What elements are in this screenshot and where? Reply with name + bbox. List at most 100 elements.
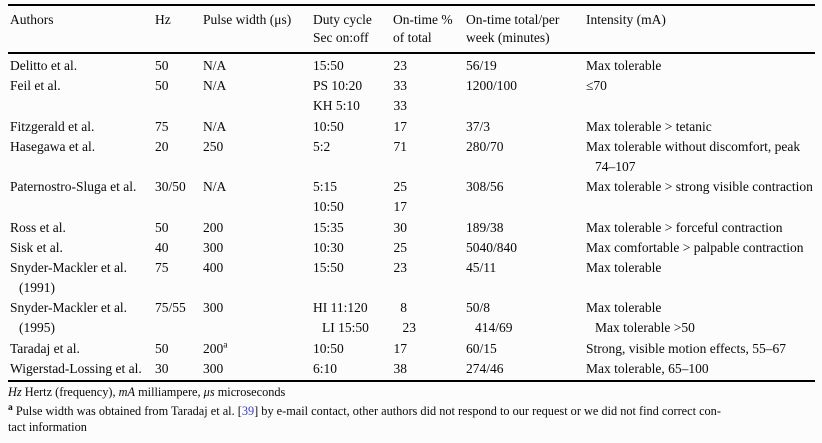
table-row: Fitzgerald et al. 75 N/A 10:50 17 37/3 Max tol… xyxy=(10,117,822,137)
footnote-a-text: Pulse width was obtained from Taradaj et… xyxy=(12,403,242,418)
table-row: 74–107 xyxy=(10,157,822,177)
table-row: (1995) LI 15:50 23 414/69 Max tolerable >50 xyxy=(10,318,822,338)
footnote-a: a Pulse width was obtained from Taradaj … xyxy=(8,403,816,437)
table-cell xyxy=(322,278,402,298)
table-cell: 189/38 xyxy=(466,219,504,235)
table-cell xyxy=(155,96,203,116)
table-cell xyxy=(10,197,155,217)
header-cell-pulse-width: Pulse width (μs) xyxy=(203,11,313,46)
table-cell: 50/8 xyxy=(466,300,491,316)
table-footnotes: Hz Hertz (frequency), mA milliampere, μs… xyxy=(8,384,816,436)
table-cell: 5040/840 xyxy=(466,239,518,255)
table-cell: Max tolerable, 65–100 xyxy=(586,360,709,376)
table-cell xyxy=(466,96,586,116)
table-cell: 200a xyxy=(203,340,228,356)
table-cell: 300 xyxy=(203,239,224,255)
table-row: Ross et al. 50 200 15:35 30 189/38 Max tolerab… xyxy=(10,218,822,238)
table-cell xyxy=(212,318,322,338)
table-top-rule xyxy=(8,4,815,6)
table-cell: Max tolerable xyxy=(586,300,662,316)
table-row: KH 5:10 33 xyxy=(10,96,822,116)
table-row: Snyder-Mackler et al. 75/55 300 HI 11:120 8 5… xyxy=(10,298,822,318)
table-cell xyxy=(164,318,212,338)
table-cell: Max comfortable > palpable contraction xyxy=(586,239,804,255)
table-cell: 50 xyxy=(155,219,169,235)
table-cell xyxy=(203,157,313,177)
table-cell: 50 xyxy=(155,78,169,94)
table-row: Feil et al. 50 N/A PS 10:20 33 1200/100 ≤70 xyxy=(10,76,822,96)
abbrev-def: Hertz (frequency), xyxy=(21,385,119,399)
table-cell: N/A xyxy=(203,179,227,195)
table-cell xyxy=(164,278,212,298)
table-cell: 25 xyxy=(393,179,408,195)
table-cell: 400 xyxy=(203,259,224,275)
table-cell: 30 xyxy=(155,360,169,376)
table-cell xyxy=(466,197,586,217)
header-label: On-time % xyxy=(393,12,453,27)
table-cell: 300 xyxy=(203,360,224,376)
table-cell: 10:50 xyxy=(313,199,344,215)
header-cell-authors: Authors xyxy=(10,11,155,46)
table-cell: Strong, visible motion effects, 55–67 xyxy=(586,340,786,356)
table-cell: 10:50 xyxy=(313,118,344,134)
table-cell: Max tolerable > tetanic xyxy=(586,118,712,134)
table-cell xyxy=(586,96,822,116)
table-cell: 75 xyxy=(155,259,169,275)
table-cell: 23 xyxy=(393,259,408,275)
header-cell-on-time-percent: On-time % of total xyxy=(393,11,466,46)
table-cell: PS 10:20 xyxy=(313,78,363,94)
footnote-a-line2: tact information xyxy=(8,420,87,435)
table-cell: Ross et al. xyxy=(10,219,66,235)
table-cell: 50 xyxy=(155,58,169,73)
table-cell: KH 5:10 xyxy=(313,98,360,114)
header-label: Pulse width (μs) xyxy=(203,12,292,27)
table-bottom-rule xyxy=(8,380,815,382)
table-cell: Fitzgerald et al. xyxy=(10,118,95,134)
table-row: 10:50 17 xyxy=(10,197,822,217)
table-cell: 74–107 xyxy=(595,158,636,174)
table-cell: 40 xyxy=(155,239,169,255)
table-cell: 280/70 xyxy=(466,138,504,154)
table-cell xyxy=(212,278,322,298)
table-cell: 414/69 xyxy=(475,320,513,336)
table-cell: Taradaj et al. xyxy=(10,340,80,356)
table-cell: 17 xyxy=(393,199,408,215)
table-cell: 56/19 xyxy=(466,58,497,73)
table-cell: 25 xyxy=(393,239,408,255)
table-cell: 5:15 xyxy=(313,179,338,195)
abbrev-def: milliampere, xyxy=(135,385,204,399)
table-cell: Hasegawa et al. xyxy=(10,138,96,154)
table-cell xyxy=(595,278,822,298)
table-cell: LI 15:50 xyxy=(322,320,369,336)
table-cell: 30 xyxy=(393,219,408,235)
table-row: Hasegawa et al. 20 250 5:2 71 280/70 Max toler… xyxy=(10,137,822,157)
table-cell: 20 xyxy=(155,138,169,154)
header-label: Intensity (mA) xyxy=(586,12,666,27)
table-cell: Paternostro-Sluga et al. xyxy=(10,179,137,195)
table-row: Delitto et al. 50 N/A 15:50 23 56/19 Max toler… xyxy=(10,56,822,76)
header-label-line2: Sec on:off xyxy=(313,29,369,45)
table-cell xyxy=(155,197,203,217)
table-cell: Max tolerable > forceful contraction xyxy=(586,219,783,235)
table-cell: 15:35 xyxy=(313,219,344,235)
table-cell: 5:2 xyxy=(313,138,331,154)
table-cell: 15:50 xyxy=(313,58,344,73)
table-cell: ≤70 xyxy=(586,78,607,94)
table-cell: Max tolerable xyxy=(586,58,662,73)
table-cell: 274/46 xyxy=(466,360,504,376)
header-label: On-time total/per xyxy=(466,12,560,27)
table-cell xyxy=(586,197,822,217)
table-cell xyxy=(466,157,586,177)
header-cell-hz: Hz xyxy=(155,11,203,46)
table-cell: Max tolerable >50 xyxy=(595,320,695,336)
citation-39[interactable]: 39 xyxy=(241,403,255,418)
header-label: Duty cycle xyxy=(313,12,372,27)
table-cell: Feil et al. xyxy=(10,78,61,94)
table-cell: 23 xyxy=(393,58,408,73)
table-cell xyxy=(313,157,393,177)
table-cell: Snyder-Mackler et al. xyxy=(10,259,128,275)
table-cell: 17 xyxy=(393,118,408,134)
table-body: Delitto et al. 50 N/A 15:50 23 56/19 Max toler… xyxy=(10,56,822,379)
table-header-row: Authors Hz Pulse width (μs) Duty cycle S… xyxy=(10,11,822,46)
table-cell xyxy=(10,96,155,116)
